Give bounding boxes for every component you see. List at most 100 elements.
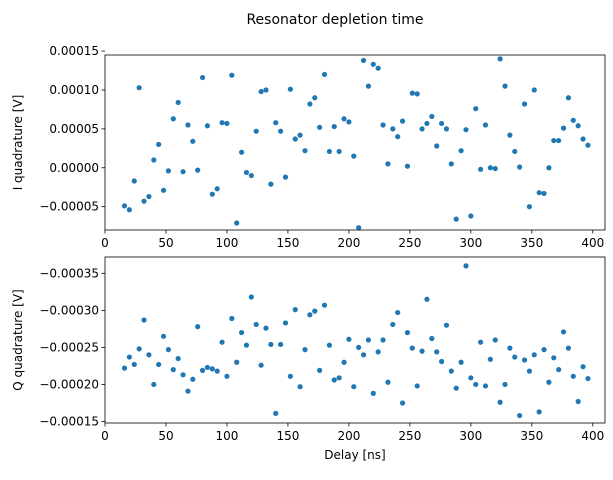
data-point xyxy=(448,368,454,374)
x-tick-label: 350 xyxy=(520,429,543,443)
data-point xyxy=(575,123,581,129)
data-point xyxy=(487,165,493,171)
data-point xyxy=(297,132,303,138)
data-point xyxy=(160,187,167,193)
data-point xyxy=(404,329,411,336)
data-point xyxy=(204,364,211,371)
data-point xyxy=(209,366,215,372)
data-point xyxy=(531,352,537,358)
data-point xyxy=(229,72,235,78)
x-tick-label: 100 xyxy=(215,236,238,250)
x-tick-label: 350 xyxy=(520,236,543,250)
data-point xyxy=(336,148,342,155)
data-point xyxy=(199,74,206,81)
data-point xyxy=(263,325,269,331)
data-point xyxy=(180,169,186,175)
data-point xyxy=(409,90,415,96)
data-point xyxy=(190,138,196,144)
data-point xyxy=(292,136,298,142)
x-tick-label: 100 xyxy=(215,429,238,443)
data-point xyxy=(287,86,293,92)
data-point xyxy=(151,157,157,163)
data-point xyxy=(175,99,181,106)
data-point xyxy=(346,119,352,125)
data-point xyxy=(370,390,376,396)
x-tick-label: 300 xyxy=(459,236,482,250)
data-point xyxy=(185,122,191,128)
data-point xyxy=(317,124,323,130)
y-tick-label: −0.00025 xyxy=(39,340,99,354)
data-point xyxy=(399,118,406,124)
data-point xyxy=(502,83,508,89)
data-point xyxy=(390,126,396,132)
y-tick-label: −0.00015 xyxy=(39,415,99,429)
data-point xyxy=(580,364,586,370)
data-point xyxy=(351,153,357,159)
data-point xyxy=(512,148,518,155)
data-point xyxy=(326,342,332,348)
y-tick-label: −0.00020 xyxy=(39,377,99,391)
data-point xyxy=(214,186,220,192)
data-point xyxy=(565,95,572,101)
data-points xyxy=(121,263,591,419)
x-tick-label: 200 xyxy=(337,236,360,250)
data-point xyxy=(278,128,284,134)
data-point xyxy=(458,148,464,154)
x-tick-label: 50 xyxy=(158,429,173,443)
data-point xyxy=(385,161,391,167)
data-point xyxy=(585,142,591,148)
y-tick-label: 0.00010 xyxy=(49,83,99,97)
data-point xyxy=(346,336,352,342)
data-point xyxy=(356,344,362,351)
data-point xyxy=(478,166,484,172)
y-tick-label: −0.00030 xyxy=(39,303,99,317)
data-point xyxy=(468,375,474,381)
data-point xyxy=(195,324,201,330)
data-point xyxy=(551,355,557,361)
data-point xyxy=(404,163,411,169)
data-point xyxy=(453,385,459,391)
data-point xyxy=(170,116,176,122)
data-point xyxy=(229,315,235,322)
data-point xyxy=(258,362,264,368)
data-point xyxy=(268,181,274,187)
data-point xyxy=(570,373,576,379)
data-point xyxy=(497,399,503,405)
data-point xyxy=(224,120,230,127)
data-point xyxy=(365,337,372,343)
data-point xyxy=(199,367,206,373)
data-point xyxy=(258,88,264,95)
data-point xyxy=(302,148,308,154)
data-point xyxy=(282,320,289,326)
data-point xyxy=(219,339,225,345)
data-point xyxy=(219,120,225,126)
data-point xyxy=(121,203,128,209)
data-point xyxy=(424,120,430,127)
y-tick-label: −0.00005 xyxy=(39,200,99,214)
data-point xyxy=(580,136,586,142)
data-point xyxy=(141,317,147,323)
data-point xyxy=(234,220,240,226)
data-point xyxy=(556,137,562,144)
data-point xyxy=(434,143,440,149)
data-point xyxy=(507,132,513,138)
plots-container: 0 50 100 150 200 250 300 350 400 −0.00005 0.00000 0… xyxy=(11,44,606,462)
data-point xyxy=(414,383,420,389)
data-point xyxy=(121,365,128,371)
data-point xyxy=(531,87,537,93)
data-point xyxy=(185,388,191,394)
data-point xyxy=(453,216,459,222)
data-point xyxy=(297,384,303,390)
data-point xyxy=(326,148,332,155)
data-points xyxy=(121,56,591,231)
data-point xyxy=(175,355,181,362)
data-point xyxy=(395,309,401,316)
data-point xyxy=(273,410,279,416)
x-tick-label: 250 xyxy=(398,236,421,250)
data-point xyxy=(156,361,162,368)
data-point xyxy=(424,296,430,302)
data-point xyxy=(341,359,347,365)
data-point xyxy=(541,190,547,197)
data-point xyxy=(429,113,435,120)
